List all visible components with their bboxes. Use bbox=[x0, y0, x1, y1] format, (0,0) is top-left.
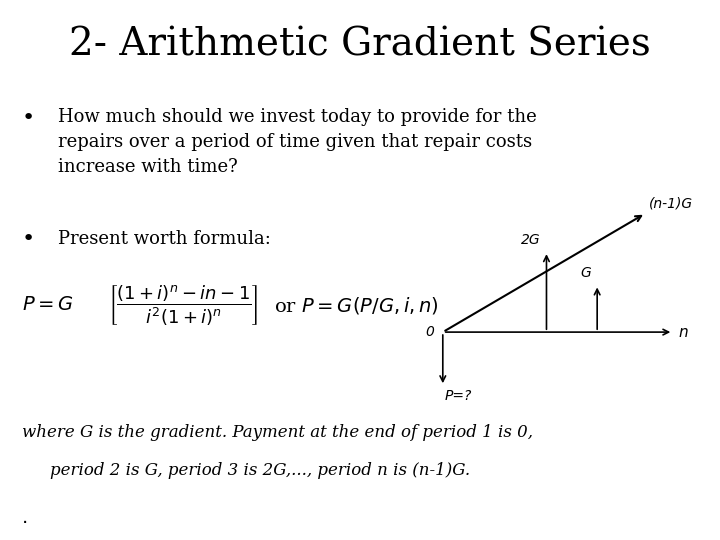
Text: P=?: P=? bbox=[445, 389, 472, 403]
Text: $P = G$: $P = G$ bbox=[22, 296, 73, 314]
Text: n: n bbox=[679, 325, 688, 340]
Text: $\left[\dfrac{(1+i)^n - in - 1}{i^2(1+i)^n}\right]$: $\left[\dfrac{(1+i)^n - in - 1}{i^2(1+i)… bbox=[108, 283, 258, 327]
Text: 0: 0 bbox=[426, 325, 434, 339]
Text: (n-1)G: (n-1)G bbox=[649, 197, 693, 211]
Text: where G is the gradient. Payment at the end of period 1 is 0,: where G is the gradient. Payment at the … bbox=[22, 424, 533, 441]
Text: Present worth formula:: Present worth formula: bbox=[58, 230, 271, 247]
Text: •: • bbox=[22, 108, 35, 128]
Text: G: G bbox=[580, 266, 591, 280]
Text: period 2 is G, period 3 is 2G,..., period n is (n-1)G.: period 2 is G, period 3 is 2G,..., perio… bbox=[50, 462, 471, 478]
Text: How much should we invest today to provide for the
repairs over a period of time: How much should we invest today to provi… bbox=[58, 108, 536, 176]
Text: .: . bbox=[22, 508, 28, 526]
Text: or $P = G(P/G, i, n)$: or $P = G(P/G, i, n)$ bbox=[274, 295, 438, 315]
Text: 2G: 2G bbox=[521, 233, 541, 247]
Text: 2- Arithmetic Gradient Series: 2- Arithmetic Gradient Series bbox=[69, 27, 651, 64]
Text: •: • bbox=[22, 230, 35, 249]
